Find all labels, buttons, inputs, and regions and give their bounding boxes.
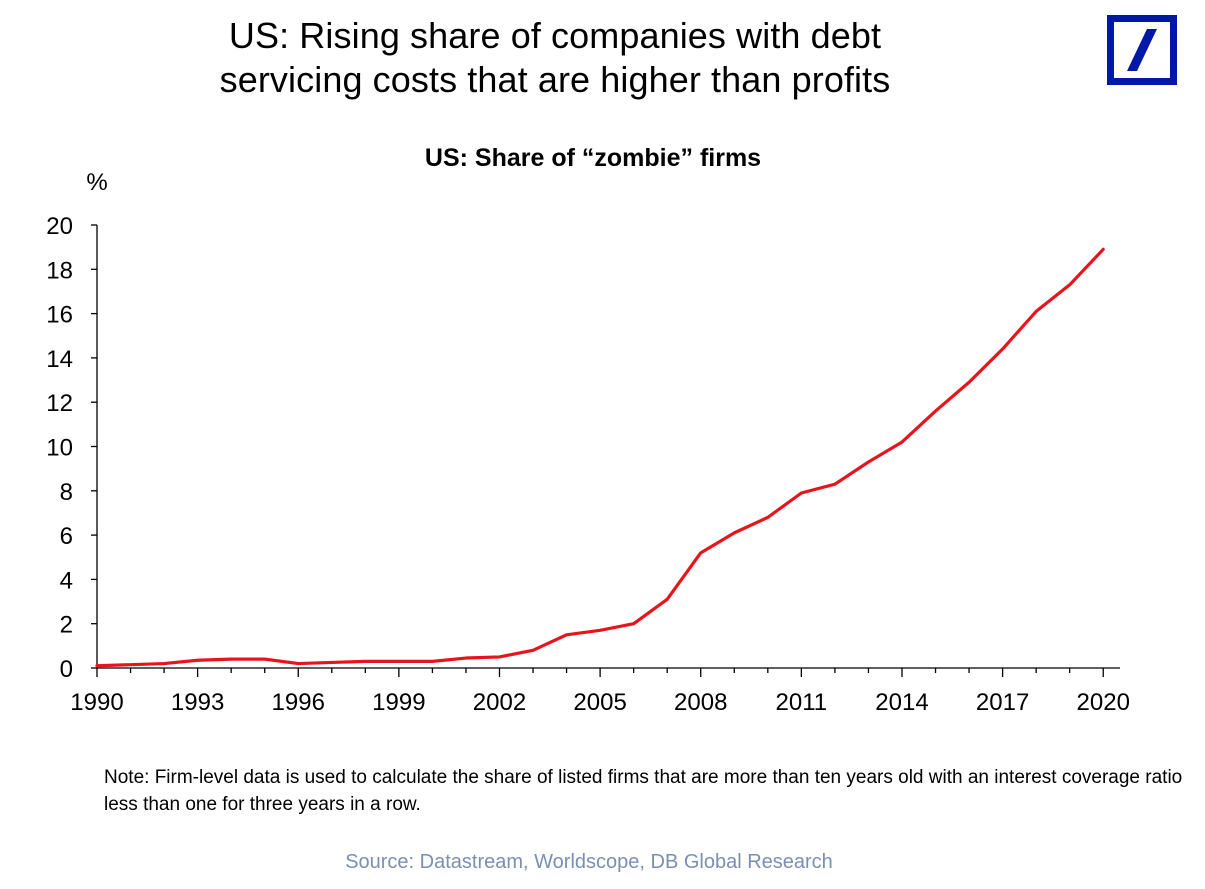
footnote: Note: Firm-level data is used to calcula…: [104, 767, 1183, 815]
x-tick-label: 1990: [70, 689, 123, 716]
chart-title: US: Share of “zombie” firms: [424, 144, 762, 172]
y-tick-label: 0: [60, 656, 73, 683]
y-tick-label: 8: [60, 479, 73, 506]
headline-line-2: servicing costs that are higher than pro…: [219, 59, 891, 100]
x-tick-label: 2011: [776, 689, 828, 716]
axes: [91, 224, 1120, 677]
y-tick-label: 18: [46, 257, 73, 284]
headline-line-1: US: Rising share of companies with debt: [228, 15, 882, 56]
y-tick-label: 12: [46, 390, 73, 417]
deutsche-bank-logo-icon: [1107, 15, 1177, 85]
y-tick-label: 6: [60, 523, 73, 550]
plot-series: [95, 247, 1105, 668]
x-tick-label: 2017: [976, 689, 1029, 716]
x-tick-label: 1993: [171, 689, 224, 716]
x-tick-label: 2005: [573, 689, 626, 716]
y-tick-label: 2: [60, 612, 73, 639]
tick-labels: 0 2 4 6 8 10 12 14 16 18 20 1990 1993 1996 1999 2002 200…: [46, 213, 1130, 716]
x-tick-label: 2014: [875, 689, 928, 716]
source-credit: Source: Datastream, Worldscope, DB Globa…: [345, 851, 833, 873]
x-tick-label: 2020: [1077, 689, 1130, 716]
x-tick-label: 2002: [473, 689, 526, 716]
y-tick-label: 10: [46, 435, 73, 462]
logo-graphic: [1107, 15, 1177, 85]
y-axis-unit-label: %: [86, 169, 107, 196]
x-tick-label: 2008: [674, 689, 727, 716]
y-tick-label: 14: [46, 346, 73, 373]
y-tick-label: 4: [60, 567, 73, 594]
x-tick-label: 1999: [372, 689, 425, 716]
y-tick-label: 20: [46, 213, 73, 240]
y-tick-label: 16: [46, 302, 73, 329]
x-tick-label: 1996: [272, 689, 325, 716]
series-line: [95, 247, 1105, 668]
